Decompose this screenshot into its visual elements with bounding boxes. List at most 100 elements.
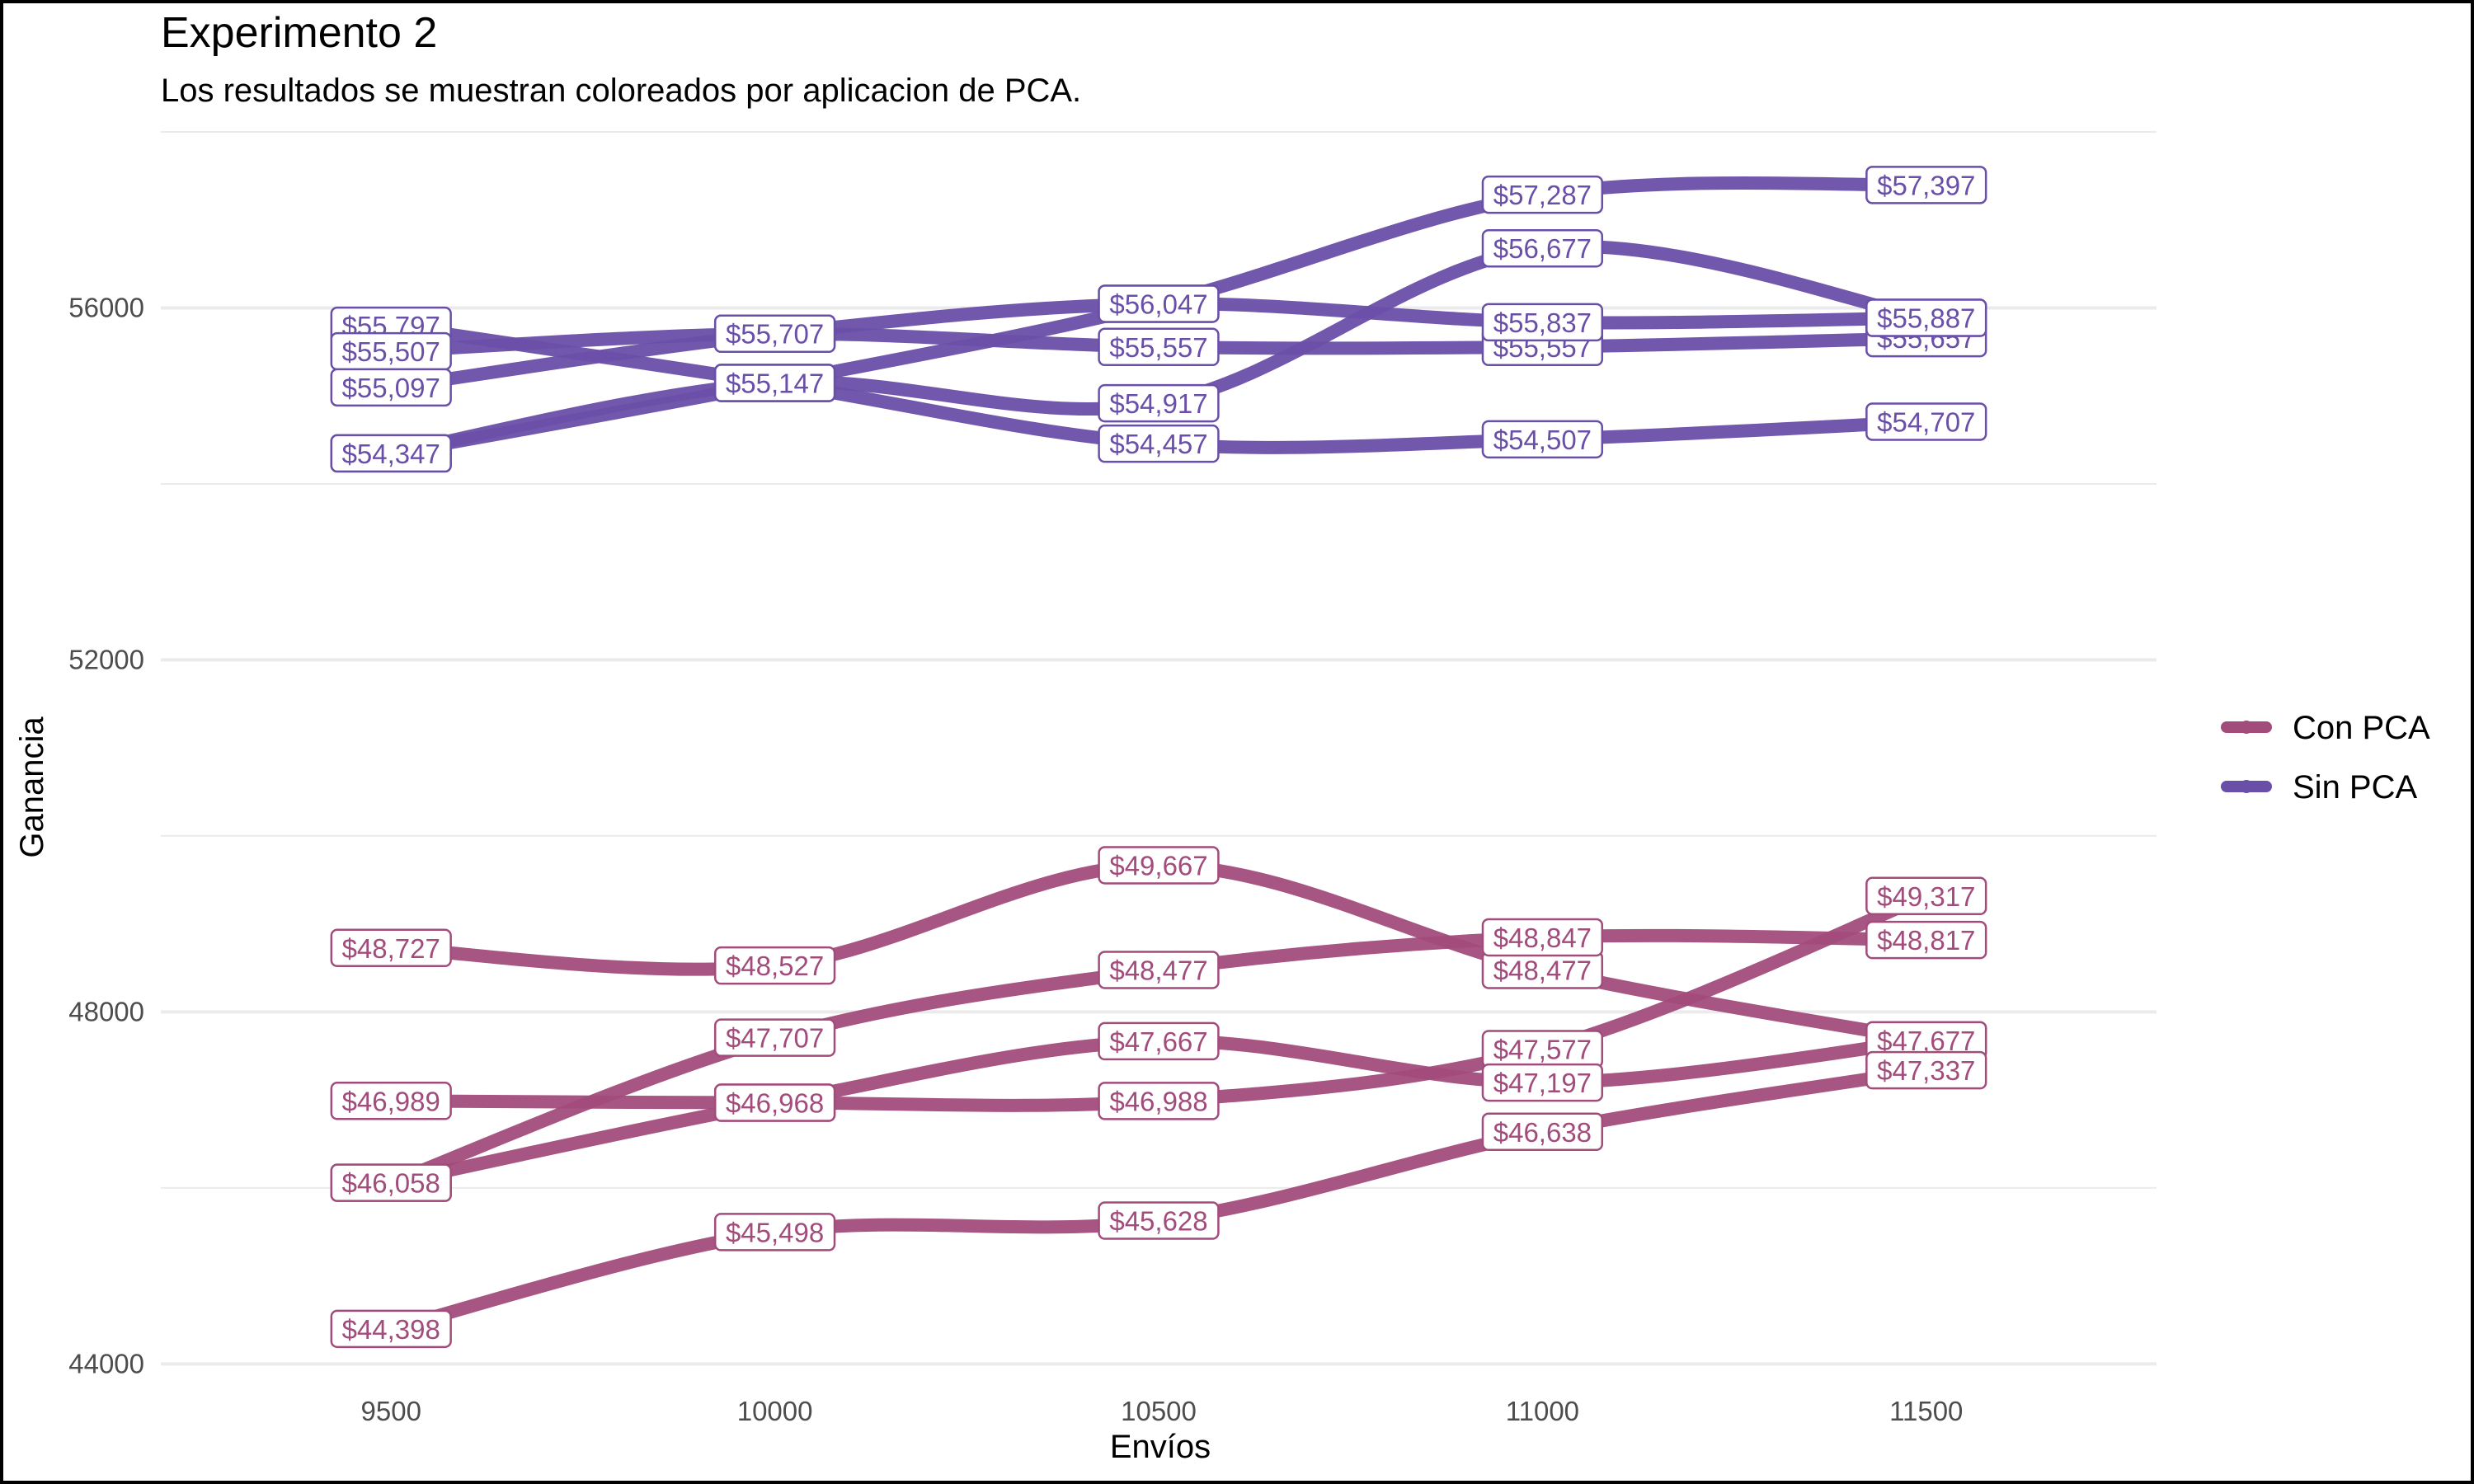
legend-label: Sin PCA	[2293, 769, 2417, 805]
data-label-text: $55,097	[342, 373, 440, 403]
data-label: $46,058	[330, 1163, 452, 1202]
data-label-text: $49,317	[1877, 881, 1975, 912]
data-label-text: $54,457	[1109, 429, 1207, 459]
data-label-text: $47,667	[1109, 1026, 1207, 1057]
data-label: $49,667	[1098, 846, 1220, 885]
data-label-text: $45,628	[1109, 1206, 1207, 1237]
data-label-text: $54,707	[1877, 406, 1975, 437]
data-label: $57,397	[1865, 166, 1987, 204]
data-label-text: $47,337	[1877, 1055, 1975, 1086]
data-label: $54,917	[1098, 383, 1220, 423]
data-label-text: $54,917	[1109, 388, 1207, 419]
data-label-box	[1481, 303, 1604, 342]
axes: Envíos Ganancia 44000 48000 52000 56000 9500…	[14, 292, 1963, 1465]
data-label-box	[713, 946, 836, 985]
data-label: $46,988	[1098, 1082, 1220, 1120]
data-labels: $55,797$55,147$54,457$54,507$54,707$55,5…	[330, 166, 1987, 1349]
data-label: $48,527	[713, 946, 836, 985]
data-label-box	[1865, 166, 1987, 204]
data-label-box	[1098, 846, 1220, 885]
data-label-text: $57,397	[1877, 170, 1975, 200]
legend: Con PCA Sin PCA	[2221, 710, 2430, 805]
grid-lines	[161, 131, 2157, 1366]
data-label-box	[1098, 1201, 1220, 1240]
data-label-text: $47,577	[1493, 1035, 1592, 1065]
data-label: $55,837	[1481, 303, 1604, 342]
data-label-box	[1481, 918, 1604, 957]
data-label-text: $48,727	[342, 933, 440, 964]
data-label-box	[1098, 424, 1220, 463]
x-tick-label: 11000	[1506, 1396, 1579, 1426]
data-label-text: $48,527	[726, 951, 824, 981]
data-label-box	[330, 928, 452, 968]
data-label-box	[1098, 327, 1220, 367]
data-label-text: $46,968	[726, 1088, 824, 1119]
data-label-box	[330, 434, 452, 473]
data-label: $56,047	[1098, 284, 1220, 323]
data-label-text: $56,047	[1109, 289, 1207, 319]
data-label-text: $45,498	[726, 1217, 824, 1247]
data-label-text: $48,817	[1877, 925, 1975, 956]
x-axis-title: Envíos	[1110, 1429, 1211, 1465]
data-label-box	[713, 1018, 836, 1057]
x-tick-label: 10500	[1121, 1396, 1197, 1426]
data-label: $48,477	[1481, 951, 1604, 989]
data-label-box	[1098, 383, 1220, 423]
y-axis-title: Ganancia	[14, 716, 50, 858]
x-tick-label: 11500	[1889, 1396, 1963, 1426]
x-tick-label: 9500	[361, 1396, 421, 1426]
data-label-text: $55,837	[1493, 308, 1592, 338]
data-label-text: $54,507	[1493, 425, 1592, 455]
data-label: $55,887	[1865, 298, 1987, 337]
data-label: $46,968	[713, 1083, 836, 1122]
data-label-text: $55,507	[342, 336, 440, 367]
data-label-text: $46,058	[342, 1168, 440, 1199]
data-label: $46,989	[330, 1082, 452, 1120]
data-label: $57,287	[1481, 175, 1604, 214]
data-label: $48,727	[330, 928, 452, 968]
data-label-text: $47,677	[1877, 1026, 1975, 1056]
data-label: $55,097	[330, 368, 452, 407]
data-label-box	[1865, 1050, 1987, 1090]
data-label-box	[1098, 951, 1220, 989]
data-label-box	[1481, 228, 1604, 268]
y-tick-label: 48000	[68, 996, 144, 1026]
data-label-box	[1481, 1063, 1604, 1102]
data-label: $46,638	[1481, 1112, 1604, 1152]
data-label-box	[1865, 298, 1987, 337]
data-label: $55,147	[713, 364, 836, 402]
data-label: $56,677	[1481, 228, 1604, 268]
data-label: $47,577	[1481, 1030, 1604, 1068]
data-label: $47,337	[1865, 1050, 1987, 1090]
data-label-text: $48,847	[1493, 923, 1592, 953]
data-label-text: $48,477	[1493, 955, 1592, 985]
chart-title: Experimento 2	[161, 9, 438, 57]
x-tick-label: 10000	[737, 1396, 813, 1426]
data-label: $54,347	[330, 434, 452, 473]
data-label-text: $55,707	[726, 319, 824, 350]
data-label: $55,507	[330, 331, 452, 371]
data-label: $48,817	[1865, 920, 1987, 960]
data-label-text: $47,197	[1493, 1068, 1592, 1098]
data-label-box	[1481, 420, 1604, 459]
data-label: $54,707	[1865, 402, 1987, 441]
data-label-box	[1098, 284, 1220, 323]
data-label: $47,677	[1865, 1021, 1987, 1060]
data-label-text: $47,707	[726, 1023, 824, 1054]
data-label-text: $55,147	[726, 369, 824, 399]
data-label-text: $55,887	[1877, 303, 1975, 334]
data-label-box	[1865, 876, 1987, 916]
data-label-box	[330, 1309, 452, 1349]
data-label: $48,847	[1481, 918, 1604, 957]
data-label-text: $54,347	[342, 439, 440, 469]
data-label: $54,457	[1098, 424, 1220, 463]
data-label-text: $46,988	[1109, 1086, 1207, 1116]
legend-key-point	[2240, 780, 2253, 793]
data-label-box	[1098, 1021, 1220, 1061]
data-label: $55,707	[713, 314, 836, 353]
data-label-text: $46,638	[1493, 1117, 1592, 1148]
data-label-box	[713, 314, 836, 353]
data-label-text: $57,287	[1493, 180, 1592, 210]
legend-key-point	[2240, 721, 2253, 734]
